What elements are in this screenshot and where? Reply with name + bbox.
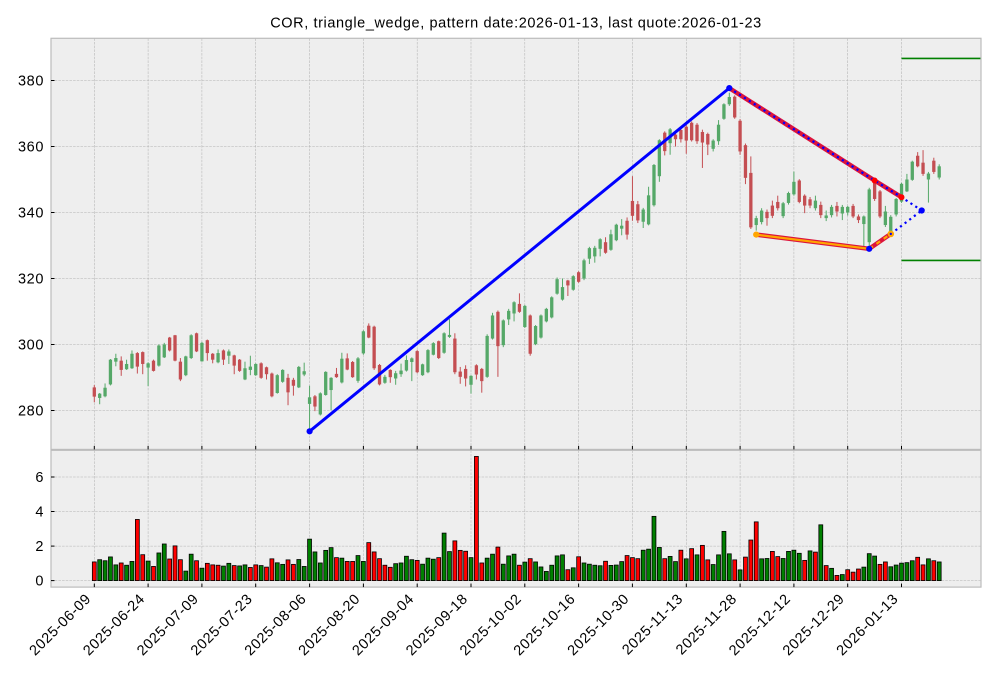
svg-text:320: 320: [18, 271, 44, 287]
svg-text:0: 0: [35, 573, 44, 589]
svg-text:6: 6: [35, 470, 44, 486]
svg-text:380: 380: [18, 73, 44, 89]
svg-text:340: 340: [18, 205, 44, 221]
svg-text:4: 4: [35, 504, 44, 520]
svg-text:300: 300: [18, 337, 44, 353]
svg-text:2: 2: [35, 539, 44, 555]
svg-text:COR, triangle_wedge, pattern d: COR, triangle_wedge, pattern date:2026-0…: [270, 16, 762, 32]
svg-text:360: 360: [18, 139, 44, 155]
svg-text:280: 280: [18, 403, 44, 419]
